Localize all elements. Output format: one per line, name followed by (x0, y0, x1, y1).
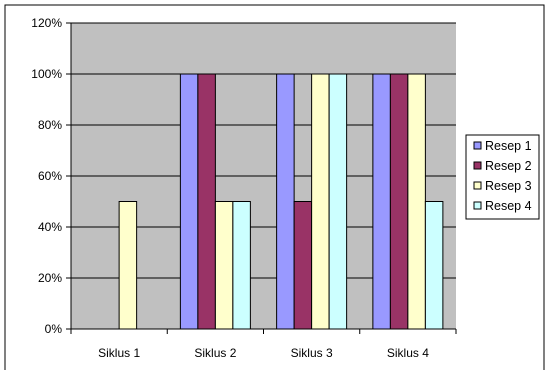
bar-resep-1-siklus-2 (179, 73, 199, 330)
bar-resep-4-siklus-2 (232, 201, 251, 330)
x-tick-label: Siklus 3 (291, 346, 333, 360)
x-tick-label: Siklus 2 (194, 346, 236, 360)
bar-resep-1-siklus-3 (276, 73, 295, 330)
bar-resep-2-siklus-2 (197, 73, 216, 330)
legend-label: Resep 1 (485, 139, 532, 153)
bar-resep-3-siklus-3 (311, 73, 330, 330)
chart-border (4, 4, 545, 370)
x-tick-label: Siklus 4 (387, 346, 429, 360)
legend-label: Resep 4 (485, 199, 532, 213)
y-tick-label: 120% (31, 16, 62, 30)
bar-resep-3-siklus-1 (118, 201, 138, 330)
bar-resep-2-siklus-3 (293, 201, 313, 330)
y-tick-label: 100% (31, 67, 62, 81)
y-tick-label: 80% (38, 118, 62, 132)
y-tick-label: 20% (38, 271, 62, 285)
x-tick-labels: Siklus 1 Siklus 2 Siklus 3 Siklus 4 (98, 346, 429, 360)
y-tick-label: 0% (45, 322, 63, 336)
legend-swatch (473, 181, 482, 190)
bar-resep-2-siklus-4 (389, 73, 409, 330)
legend-label: Resep 3 (485, 179, 532, 193)
y-tick-label: 60% (38, 169, 62, 183)
y-tick-labels: 0% 20% 40% 60% 80% 100% 120% (31, 16, 62, 336)
x-tick-label: Siklus 1 (98, 346, 140, 360)
legend-swatch (473, 141, 482, 150)
bar-resep-3-siklus-2 (214, 201, 234, 330)
bar-resep-4-siklus-3 (328, 73, 348, 330)
legend-label: Resep 2 (485, 159, 532, 173)
bars (118, 73, 444, 330)
legend: Resep 1 Resep 2 Resep 3 Resep 4 (465, 134, 540, 220)
bar-resep-1-siklus-4 (372, 73, 391, 330)
bar-resep-3-siklus-4 (407, 73, 426, 330)
legend-swatch (473, 201, 482, 210)
legend-swatch (473, 161, 482, 170)
bar-resep-4-siklus-4 (424, 201, 444, 330)
axes (66, 22, 457, 334)
y-tick-label: 40% (38, 220, 62, 234)
